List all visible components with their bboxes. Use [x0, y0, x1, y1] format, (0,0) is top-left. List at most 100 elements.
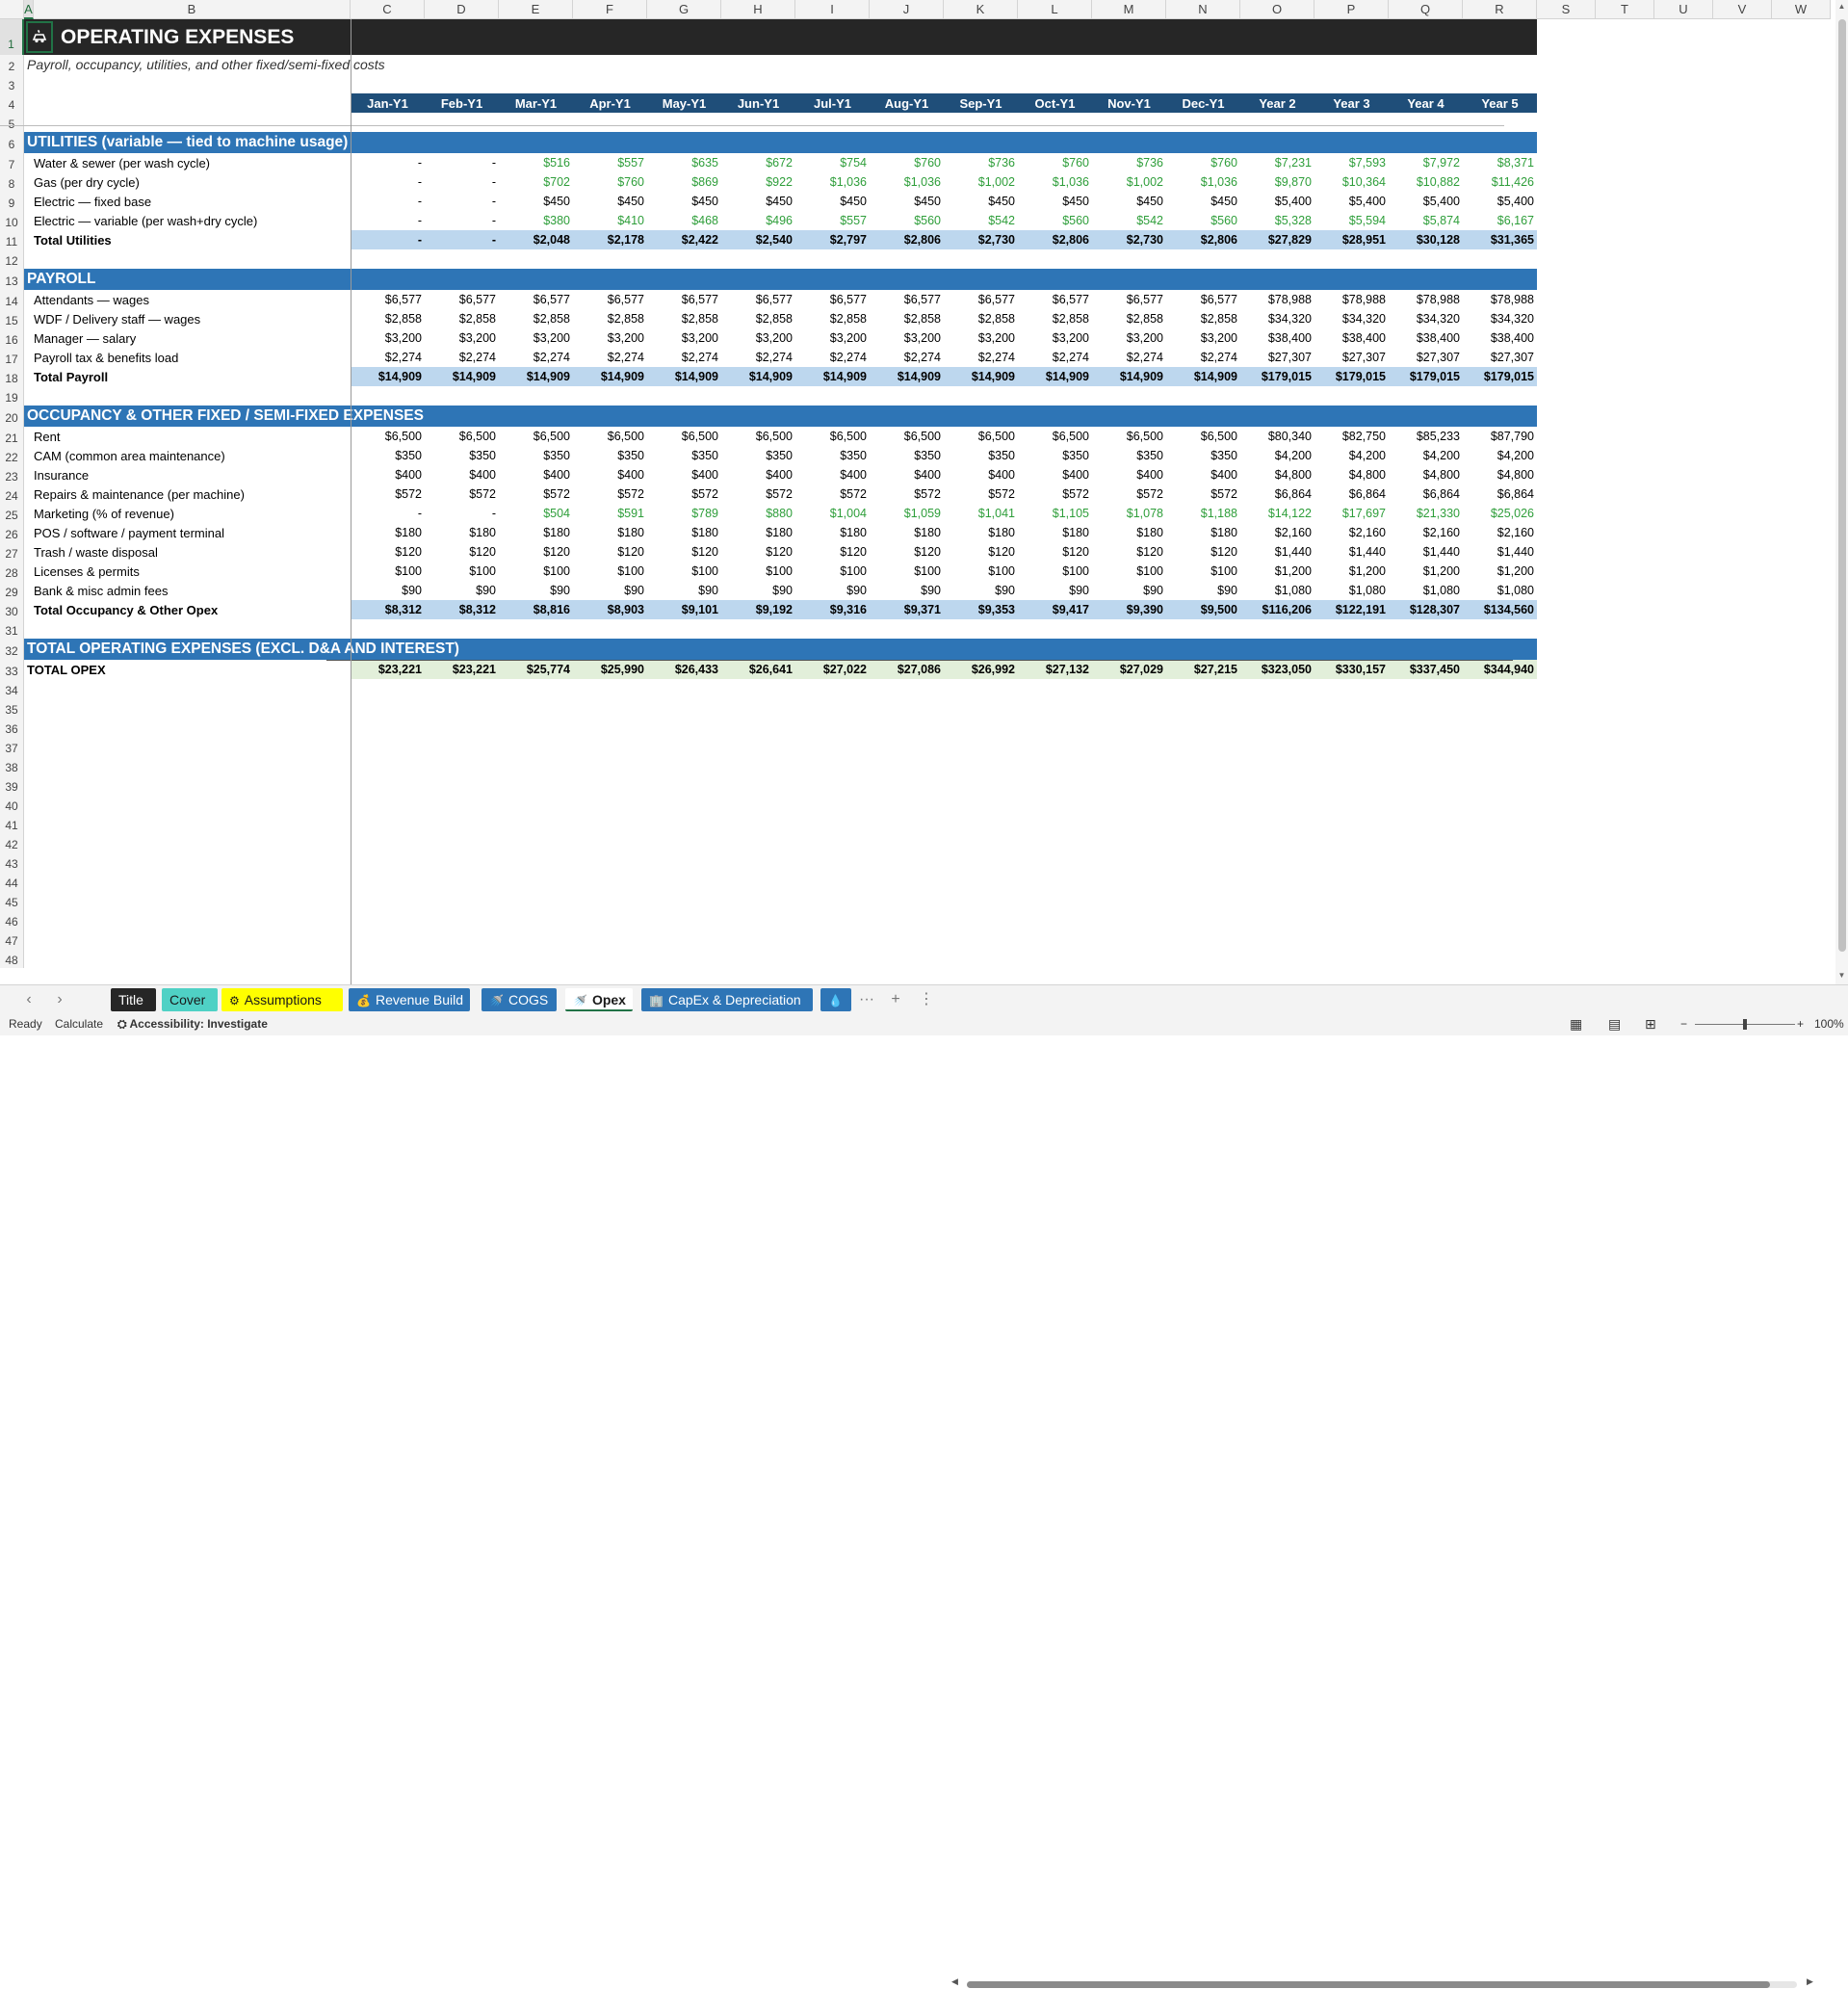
- value-cell[interactable]: $25,026: [1490, 507, 1534, 520]
- value-cell[interactable]: $6,500: [1126, 430, 1163, 443]
- value-cell[interactable]: $1,188: [1200, 507, 1237, 520]
- accessibility-button[interactable]: ⛭ Accessibility: Investigate: [117, 1013, 268, 1035]
- value-cell[interactable]: $400: [840, 468, 867, 482]
- value-cell[interactable]: $6,500: [458, 430, 496, 443]
- row-label[interactable]: Marketing (% of revenue): [34, 506, 174, 521]
- row-header-41[interactable]: 41: [0, 814, 24, 833]
- value-cell[interactable]: $180: [766, 526, 793, 539]
- add-sheet-button[interactable]: +: [891, 991, 900, 1008]
- row-label[interactable]: Total Utilities: [34, 232, 112, 248]
- value-cell[interactable]: $100: [1062, 564, 1089, 578]
- total-value-cell[interactable]: $28,951: [1341, 233, 1386, 247]
- total-value-cell[interactable]: $27,086: [897, 663, 941, 676]
- value-cell[interactable]: $410: [617, 214, 644, 227]
- value-cell[interactable]: $100: [766, 564, 793, 578]
- value-cell[interactable]: $180: [617, 526, 644, 539]
- value-cell[interactable]: $400: [395, 468, 422, 482]
- total-value-cell[interactable]: $179,015: [1261, 370, 1312, 383]
- row-label[interactable]: Total Payroll: [34, 369, 109, 384]
- value-cell[interactable]: $400: [617, 468, 644, 482]
- row-header-8[interactable]: 8: [0, 172, 24, 192]
- value-cell[interactable]: $350: [766, 449, 793, 462]
- value-cell[interactable]: -: [417, 175, 422, 189]
- value-cell[interactable]: $120: [1136, 545, 1163, 559]
- value-cell[interactable]: $2,274: [755, 351, 793, 364]
- tab-scroll-left-icon[interactable]: ‹: [26, 991, 32, 1008]
- value-cell[interactable]: $3,200: [1052, 331, 1089, 345]
- period-header[interactable]: Jun-Y1: [721, 93, 795, 113]
- total-value-cell[interactable]: $128,307: [1409, 603, 1460, 616]
- column-header-i[interactable]: I: [795, 0, 870, 19]
- value-cell[interactable]: $560: [1210, 214, 1237, 227]
- value-cell[interactable]: $400: [914, 468, 941, 482]
- value-cell[interactable]: $82,750: [1341, 430, 1386, 443]
- value-cell[interactable]: $78,988: [1490, 293, 1534, 306]
- column-header-e[interactable]: E: [499, 0, 573, 19]
- value-cell[interactable]: $2,274: [829, 351, 867, 364]
- value-cell[interactable]: $1,059: [903, 507, 941, 520]
- row-header-35[interactable]: 35: [0, 698, 24, 718]
- value-cell[interactable]: $2,858: [458, 312, 496, 326]
- column-header-c[interactable]: C: [351, 0, 425, 19]
- total-value-cell[interactable]: $14,909: [897, 370, 941, 383]
- value-cell[interactable]: $1,002: [1126, 175, 1163, 189]
- total-value-cell[interactable]: $27,215: [1193, 663, 1237, 676]
- total-value-cell[interactable]: $9,390: [1126, 603, 1163, 616]
- row-header-30[interactable]: 30: [0, 600, 24, 619]
- value-cell[interactable]: -: [491, 214, 496, 227]
- total-value-cell[interactable]: $179,015: [1483, 370, 1534, 383]
- total-value-cell[interactable]: $9,101: [681, 603, 718, 616]
- total-value-cell[interactable]: -: [491, 233, 496, 247]
- row-header-48[interactable]: 48: [0, 949, 24, 968]
- value-cell[interactable]: $90: [1143, 584, 1163, 597]
- value-cell[interactable]: $2,858: [755, 312, 793, 326]
- row-label[interactable]: Electric — variable (per wash+dry cycle): [34, 213, 258, 228]
- row-header-9[interactable]: 9: [0, 192, 24, 211]
- value-cell[interactable]: $560: [914, 214, 941, 227]
- value-cell[interactable]: $4,800: [1348, 468, 1386, 482]
- value-cell[interactable]: $6,577: [1052, 293, 1089, 306]
- period-header[interactable]: Year 4: [1389, 93, 1463, 113]
- value-cell[interactable]: $6,577: [829, 293, 867, 306]
- row-label[interactable]: Attendants — wages: [34, 292, 149, 307]
- value-cell[interactable]: $350: [543, 449, 570, 462]
- value-cell[interactable]: -: [491, 156, 496, 170]
- value-cell[interactable]: $120: [766, 545, 793, 559]
- value-cell[interactable]: $6,577: [755, 293, 793, 306]
- column-header-j[interactable]: J: [870, 0, 944, 19]
- row-header-20[interactable]: 20: [0, 406, 24, 427]
- value-cell[interactable]: $1,440: [1348, 545, 1386, 559]
- value-cell[interactable]: $1,440: [1497, 545, 1534, 559]
- column-header-m[interactable]: M: [1092, 0, 1166, 19]
- total-value-cell[interactable]: $337,450: [1409, 663, 1460, 676]
- value-cell[interactable]: $6,500: [977, 430, 1015, 443]
- period-header[interactable]: Oct-Y1: [1018, 93, 1092, 113]
- total-value-cell[interactable]: $14,909: [1045, 370, 1089, 383]
- value-cell[interactable]: $2,858: [829, 312, 867, 326]
- value-cell[interactable]: $3,200: [384, 331, 422, 345]
- row-label[interactable]: Rent: [34, 429, 61, 444]
- period-header[interactable]: Year 3: [1314, 93, 1389, 113]
- value-cell[interactable]: $120: [543, 545, 570, 559]
- value-cell[interactable]: $1,036: [903, 175, 941, 189]
- row-header-6[interactable]: 6: [0, 132, 24, 153]
- more-tabs-icon[interactable]: ···: [859, 991, 874, 1008]
- sheet-tab-cover[interactable]: Cover: [162, 988, 218, 1011]
- value-cell[interactable]: $6,577: [977, 293, 1015, 306]
- row-label[interactable]: Payroll tax & benefits load: [34, 350, 179, 365]
- column-header-f[interactable]: F: [573, 0, 647, 19]
- row-header-14[interactable]: 14: [0, 290, 24, 309]
- total-value-cell[interactable]: $2,806: [1052, 233, 1089, 247]
- total-value-cell[interactable]: $14,909: [1193, 370, 1237, 383]
- row-header-1[interactable]: 1: [0, 19, 24, 55]
- value-cell[interactable]: $450: [691, 195, 718, 208]
- value-cell[interactable]: $5,400: [1422, 195, 1460, 208]
- value-cell[interactable]: $100: [988, 564, 1015, 578]
- value-cell[interactable]: $2,160: [1274, 526, 1312, 539]
- value-cell[interactable]: $350: [617, 449, 644, 462]
- value-cell[interactable]: $672: [766, 156, 793, 170]
- value-cell[interactable]: $34,320: [1267, 312, 1312, 326]
- row-label[interactable]: Insurance: [34, 467, 90, 483]
- value-cell[interactable]: $2,160: [1422, 526, 1460, 539]
- total-value-cell[interactable]: $122,191: [1335, 603, 1386, 616]
